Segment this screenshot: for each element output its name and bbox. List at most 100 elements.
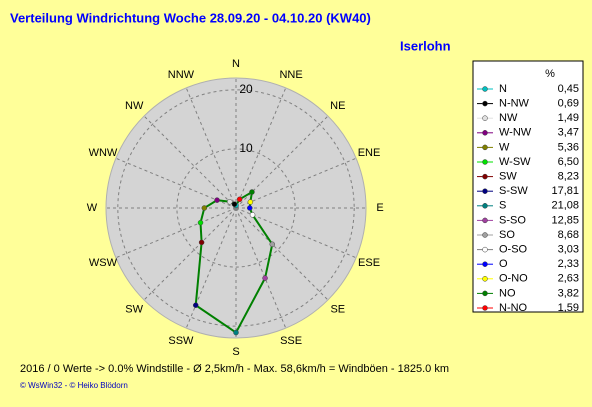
- legend-label: O-NO: [499, 273, 528, 285]
- legend-label: W: [499, 141, 510, 153]
- point: [249, 189, 255, 195]
- direction-label: SSW: [168, 335, 194, 347]
- legend-label: O: [499, 258, 508, 270]
- direction-label: NNE: [279, 69, 302, 81]
- direction-label: SSE: [280, 335, 302, 347]
- spoke: [235, 87, 287, 209]
- legend-marker: [482, 276, 488, 282]
- legend-label: N-NO: [499, 302, 528, 314]
- point: [269, 241, 276, 248]
- spoke: [235, 207, 287, 329]
- legend-value: 3,82: [558, 287, 579, 299]
- point: [231, 201, 238, 207]
- legend-value: 2,33: [558, 258, 579, 270]
- legend-value: 17,81: [551, 185, 579, 197]
- legend-label: SW: [499, 171, 517, 183]
- legend-value: 1,59: [558, 302, 579, 314]
- legend-header: %: [545, 68, 555, 80]
- chart-title: Verteilung Windrichtung Woche 28.09.20 -…: [10, 10, 371, 25]
- spoke: [235, 157, 357, 209]
- legend-marker: [482, 203, 488, 209]
- grid-circle: [176, 148, 296, 268]
- point: [192, 302, 199, 308]
- legend-label: S: [499, 200, 506, 212]
- direction-label: SW: [125, 304, 143, 316]
- footer: 2016 / 0 Werte -> 0.0% Windstille - Ø 2,…: [20, 363, 449, 375]
- direction-label: ENE: [358, 147, 381, 159]
- point: [227, 199, 233, 205]
- legend-marker: [482, 100, 488, 107]
- spoke: [235, 207, 357, 259]
- direction-label: NNW: [168, 69, 195, 81]
- direction-label: WNW: [89, 147, 118, 159]
- legend-marker: [482, 115, 488, 121]
- spoke: [143, 115, 237, 209]
- legend-value: 6,50: [558, 156, 579, 168]
- legend-value: 3,47: [558, 127, 579, 139]
- legend-marker: [482, 217, 488, 224]
- legend-marker: [482, 305, 488, 311]
- point: [236, 196, 243, 203]
- legend-label: O-SO: [499, 244, 528, 256]
- legend-label: N-NW: [499, 98, 530, 110]
- spoke: [185, 207, 237, 329]
- direction-label: NW: [125, 100, 144, 112]
- legend-marker: [482, 86, 488, 92]
- legend-marker: [482, 159, 488, 165]
- grid-circle: [117, 89, 355, 327]
- legend-value: 8,23: [558, 171, 579, 183]
- spoke: [115, 157, 237, 209]
- point: [198, 239, 205, 246]
- direction-label: SE: [330, 304, 345, 316]
- legend-label: W-NW: [499, 127, 532, 139]
- legend-marker: [482, 232, 488, 238]
- point: [233, 329, 239, 336]
- r-tick-label: 10: [239, 141, 253, 155]
- legend-marker: [482, 261, 488, 267]
- legend-value: 3,03: [558, 244, 579, 256]
- direction-label: WSW: [89, 257, 118, 269]
- legend-value: 2,63: [558, 273, 579, 285]
- point: [197, 219, 204, 226]
- direction-label: W: [87, 202, 98, 214]
- legend-value: 1,49: [558, 112, 579, 124]
- legend-marker: [482, 188, 488, 194]
- point: [249, 212, 256, 218]
- legend-marker: [482, 173, 488, 180]
- legend-marker: [482, 290, 488, 297]
- legend-value: 0,69: [558, 98, 579, 110]
- point: [247, 199, 254, 205]
- legend-value: 8,68: [558, 229, 579, 241]
- point: [262, 275, 268, 281]
- legend-value: 0,45: [558, 83, 579, 95]
- legend-marker: [482, 130, 488, 136]
- legend-label: N: [499, 83, 507, 95]
- spoke: [235, 207, 329, 301]
- legend-label: W-SW: [499, 156, 531, 168]
- r-tick-label: 20: [239, 82, 253, 96]
- legend-marker: [482, 246, 488, 253]
- legend-box: [472, 60, 584, 313]
- spoke: [185, 87, 237, 209]
- legend-label: SO: [499, 229, 515, 241]
- legend-value: 21,08: [551, 200, 579, 212]
- direction-label: N: [232, 58, 240, 70]
- point: [247, 205, 253, 211]
- chart-subtitle: Iserlohn: [400, 38, 451, 53]
- direction-label: S: [232, 346, 239, 358]
- legend-label: NO: [499, 287, 516, 299]
- spoke: [115, 207, 237, 259]
- legend-label: S-SW: [499, 185, 528, 197]
- spoke: [143, 207, 237, 301]
- legend-label: S-SO: [499, 214, 526, 226]
- legend-label: NW: [499, 112, 518, 124]
- spoke: [235, 115, 329, 209]
- legend-value: 12,85: [551, 214, 579, 226]
- point: [201, 205, 208, 211]
- direction-label: E: [376, 202, 383, 214]
- direction-label: ESE: [358, 257, 380, 269]
- point: [214, 197, 220, 203]
- legend-value: 5,36: [558, 141, 579, 153]
- direction-label: NE: [330, 100, 345, 112]
